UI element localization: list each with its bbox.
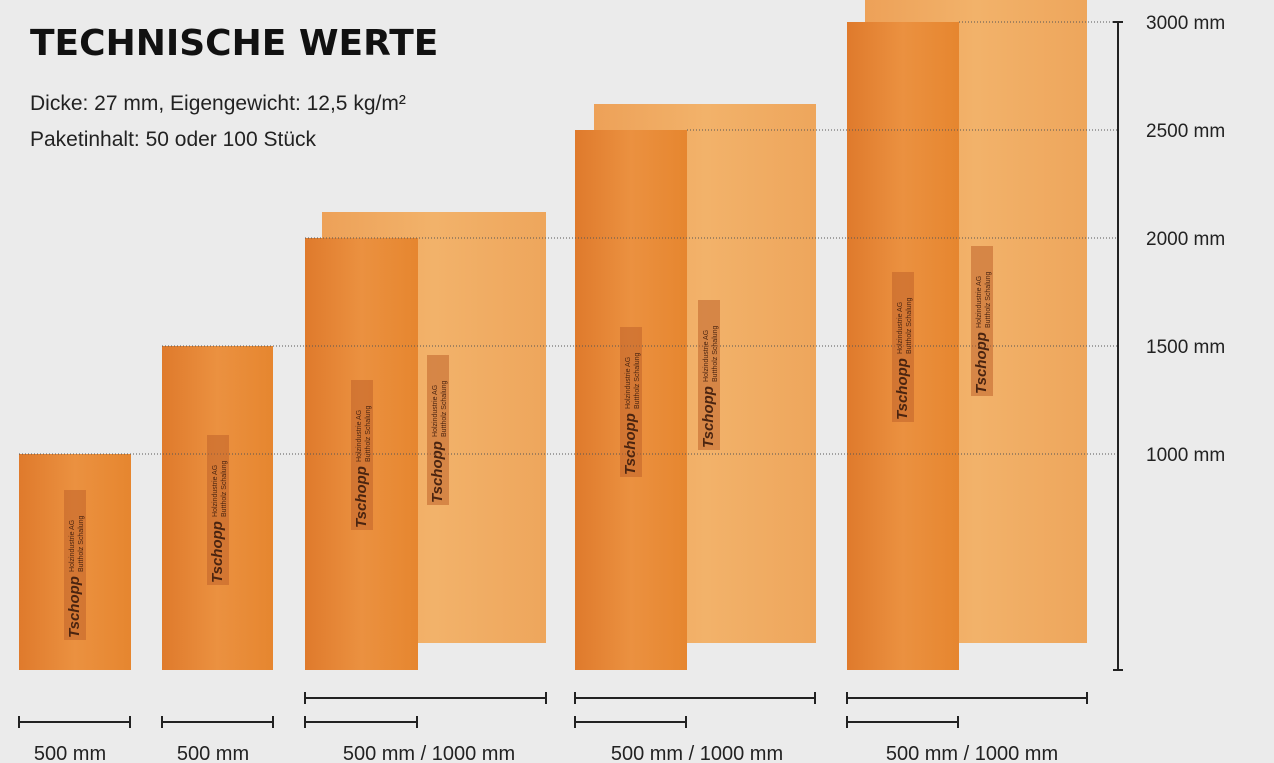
infographic: TECHNISCHE WERTE Dicke: 27 mm, Eigengewi… — [0, 0, 1274, 763]
logo-product: Buttholz Schalung — [221, 460, 228, 517]
spec-line: Paketinhalt: 50 oder 100 Stück — [30, 128, 317, 151]
width-label: 500 mm / 1000 mm — [611, 743, 783, 763]
width-label: 500 mm — [34, 743, 106, 763]
scale-label: 3000 mm — [1146, 13, 1225, 34]
logo-company: Holzindustrie AG — [356, 410, 363, 462]
logo-company: Holzindustrie AG — [976, 276, 983, 328]
scale-label: 1500 mm — [1146, 337, 1225, 358]
logo-product: Buttholz Schalung — [78, 515, 85, 572]
logo-product: Buttholz Schalung — [985, 271, 992, 328]
width-label: 500 mm / 1000 mm — [886, 743, 1058, 763]
logo-company: Holzindustrie AG — [69, 520, 76, 572]
logo-brand: Tschopp — [973, 332, 990, 394]
logo-brand: Tschopp — [894, 358, 911, 420]
logo-brand: Tschopp — [700, 386, 717, 448]
logo-brand: Tschopp — [429, 441, 446, 503]
scale-label: 1000 mm — [1146, 445, 1225, 466]
logo-company: Holzindustrie AG — [432, 385, 439, 437]
scale: 3000 mm 2500 mm 2000 mm 1500 mm 1000 mm — [1113, 13, 1225, 670]
logo-company: Holzindustrie AG — [212, 465, 219, 517]
logo-product: Buttholz Schalung — [634, 352, 641, 409]
logo-brand: Tschopp — [66, 576, 83, 638]
logo-brand: Tschopp — [622, 413, 639, 475]
logo-brand: Tschopp — [209, 521, 226, 583]
logo-product: Buttholz Schalung — [712, 325, 719, 382]
width-bars — [19, 692, 1087, 728]
logo-company: Holzindustrie AG — [625, 357, 632, 409]
logo-company: Holzindustrie AG — [703, 330, 710, 382]
logo-product: Buttholz Schalung — [906, 297, 913, 354]
scale-label: 2000 mm — [1146, 229, 1225, 250]
width-label: 500 mm — [177, 743, 249, 763]
logo-product: Buttholz Schalung — [365, 405, 372, 462]
logo-company: Holzindustrie AG — [897, 302, 904, 354]
logo-product: Buttholz Schalung — [441, 380, 448, 437]
scale-label: 2500 mm — [1146, 121, 1225, 142]
spec-line: Dicke: 27 mm, Eigengewicht: 12,5 kg/m² — [30, 92, 406, 115]
width-label: 500 mm / 1000 mm — [343, 743, 515, 763]
title: TECHNISCHE WERTE — [30, 23, 438, 64]
logo-brand: Tschopp — [353, 466, 370, 528]
